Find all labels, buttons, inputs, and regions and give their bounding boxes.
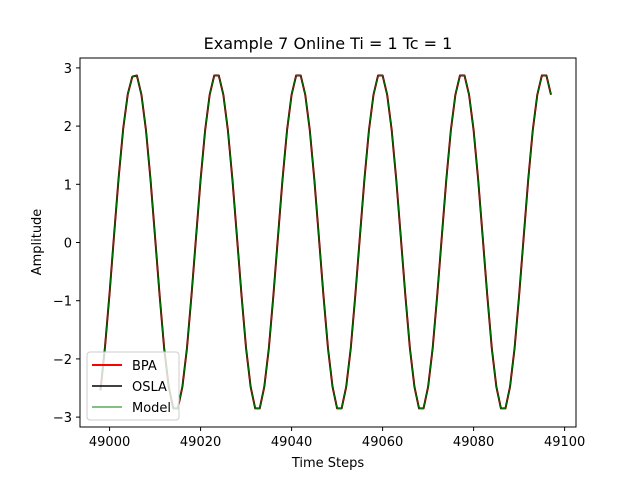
y-tick-label: −3 — [53, 411, 72, 426]
legend: BPA OSLA Model — [86, 351, 180, 421]
x-tick-label: 49000 — [89, 435, 130, 450]
y-tick-label: −2 — [53, 353, 72, 368]
legend-label-bpa: BPA — [132, 359, 157, 374]
y-tick-label: 3 — [64, 62, 72, 77]
y-axis: −3 −2 −1 0 1 2 3 — [53, 62, 80, 426]
x-tick-label: 49100 — [544, 435, 585, 450]
x-tick-label: 49040 — [271, 435, 312, 450]
y-axis-label: Amplitude — [30, 209, 45, 276]
x-tick-label: 49080 — [453, 435, 494, 450]
chart-title: Example 7 Online Ti = 1 Tc = 1 — [204, 34, 453, 53]
y-tick-label: 0 — [64, 237, 72, 252]
x-axis: 49000 49020 49040 49060 49080 49100 — [89, 427, 585, 450]
y-tick-label: 1 — [64, 178, 72, 193]
x-axis-label: Time Steps — [291, 456, 365, 471]
x-tick-label: 49060 — [362, 435, 403, 450]
y-tick-label: −1 — [53, 295, 72, 310]
x-tick-label: 49020 — [180, 435, 221, 450]
legend-label-model: Model — [132, 401, 171, 416]
legend-box — [86, 351, 180, 421]
y-tick-label: 2 — [64, 120, 72, 135]
legend-label-osla: OSLA — [132, 380, 167, 395]
